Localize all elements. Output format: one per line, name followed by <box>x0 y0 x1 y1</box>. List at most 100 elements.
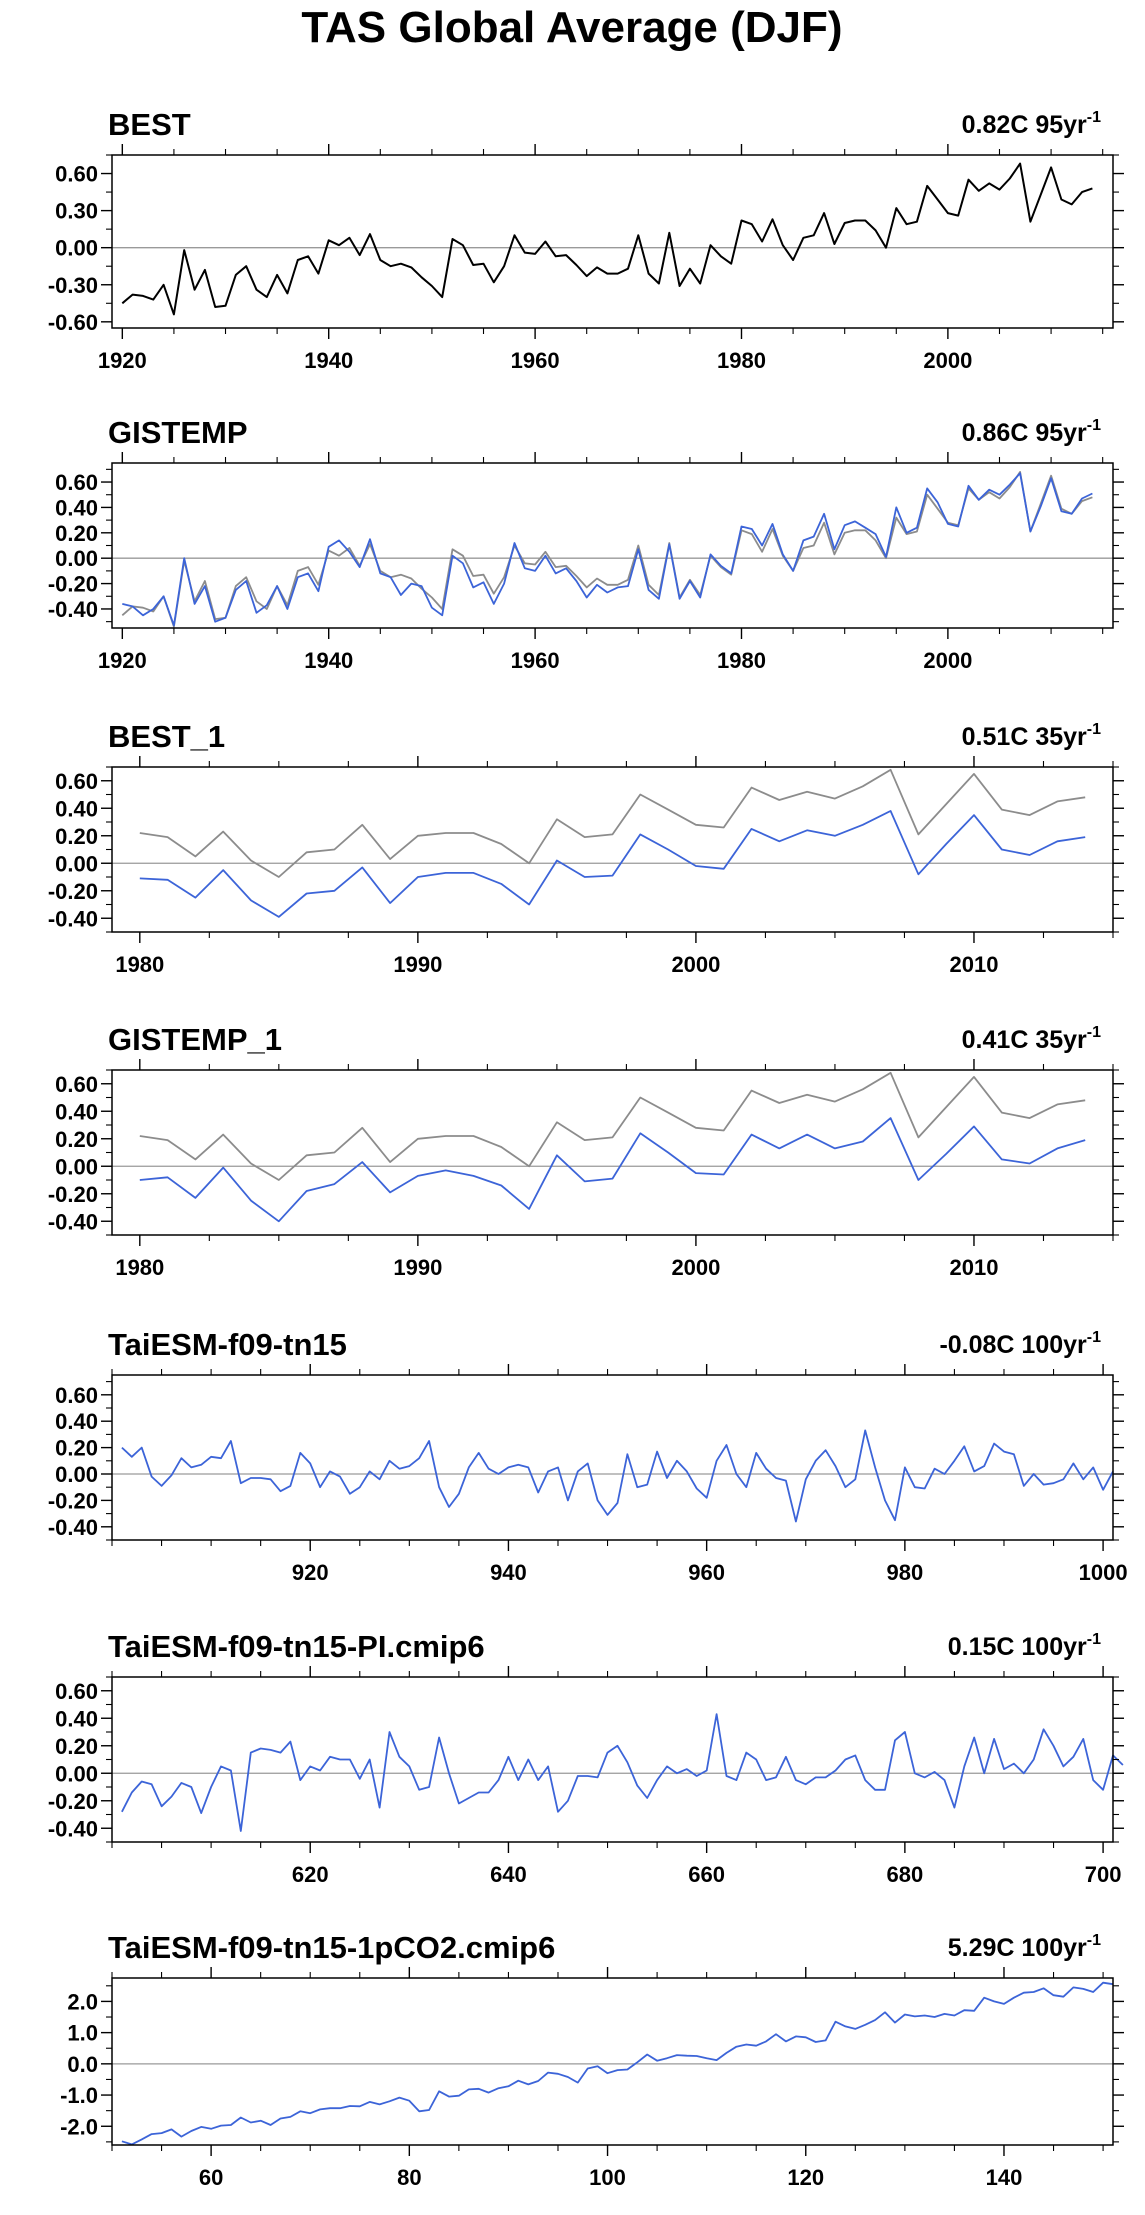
y-tick-label: 1.0 <box>67 2021 98 2046</box>
x-tick-label: 1000 <box>1079 1560 1128 1585</box>
y-tick-label: 0.20 <box>55 1734 98 1759</box>
panel-6: TaiESM-f09-tn15-PI.cmip6 0.15C 100yr-1 620… <box>48 1629 1124 1887</box>
y-tick-label: -0.40 <box>48 1209 98 1234</box>
trend-label: -0.08C 100yr-1 <box>939 1329 1101 1359</box>
x-tick-label: 1980 <box>115 952 164 977</box>
x-tick-label: 660 <box>688 1862 725 1887</box>
series-line-model <box>139 810 1086 918</box>
plot-frame <box>111 1069 1114 1236</box>
y-tick-label: 0.00 <box>55 1154 98 1179</box>
x-tick-label: 1940 <box>304 648 353 673</box>
y-tick-label: 0.00 <box>55 1462 98 1487</box>
series-line-ref <box>139 1071 1086 1181</box>
y-tick-label: 0.40 <box>55 1409 98 1434</box>
trend-superscript: -1 <box>1087 1932 1101 1949</box>
plot-frame <box>111 1977 1114 2146</box>
series-line-model <box>121 1981 1114 2146</box>
x-tick-label: 1980 <box>115 1255 164 1280</box>
trend-text: 5.29C 100yr <box>948 1934 1087 1962</box>
x-tick-label: 620 <box>292 1862 329 1887</box>
y-tick-label: 0.60 <box>55 769 98 794</box>
trend-label: 0.82C 95yr-1 <box>962 109 1101 139</box>
y-tick-label: 0.20 <box>55 1127 98 1152</box>
panel-7: TaiESM-f09-tn15-1pCO2.cmip6 5.29C 100yr-1… <box>60 1930 1124 2190</box>
y-tick-label: -0.20 <box>48 572 98 597</box>
x-tick-label: 2010 <box>949 1255 998 1280</box>
y-tick-label: -0.20 <box>48 1182 98 1207</box>
y-tick-label: 0.40 <box>55 796 98 821</box>
trend-superscript: -1 <box>1087 721 1101 738</box>
plot-frame <box>111 1676 1114 1843</box>
y-tick-label: 0.00 <box>55 851 98 876</box>
x-tick-label: 2000 <box>923 348 972 373</box>
panel-title: TaiESM-f09-tn15 <box>108 1327 347 1362</box>
y-tick-label: -0.40 <box>48 1515 98 1540</box>
x-tick-label: 140 <box>986 2165 1023 2190</box>
x-tick-label: 940 <box>490 1560 527 1585</box>
y-tick-label: 0.60 <box>55 1072 98 1097</box>
trend-superscript: -1 <box>1087 417 1101 434</box>
y-tick-label: 0.20 <box>55 824 98 849</box>
y-tick-label: 0.60 <box>55 470 98 495</box>
trend-superscript: -1 <box>1087 1631 1101 1648</box>
y-tick-label: -0.40 <box>48 597 98 622</box>
y-tick-label: -2.0 <box>60 2114 98 2139</box>
trend-text: 0.51C 35yr <box>962 723 1087 751</box>
x-tick-label: 1980 <box>717 348 766 373</box>
trend-label: 0.41C 35yr-1 <box>962 1024 1101 1054</box>
trend-text: 0.15C 100yr <box>948 1633 1087 1661</box>
trend-text: 0.41C 35yr <box>962 1026 1087 1054</box>
x-tick-label: 120 <box>787 2165 824 2190</box>
trend-superscript: -1 <box>1087 1329 1101 1346</box>
series-line-model <box>139 1117 1086 1223</box>
trend-superscript: -1 <box>1087 109 1101 126</box>
figure-title: TAS Global Average (DJF) <box>301 3 842 52</box>
series-line-model <box>122 472 1093 627</box>
x-tick-label: 100 <box>589 2165 626 2190</box>
x-tick-label: 640 <box>490 1862 527 1887</box>
trend-superscript: -1 <box>1087 1024 1101 1041</box>
series-line-ref <box>139 768 1086 878</box>
y-tick-label: 0.40 <box>55 495 98 520</box>
x-tick-label: 1960 <box>511 348 560 373</box>
x-tick-label: 680 <box>887 1862 924 1887</box>
x-tick-label: 960 <box>688 1560 725 1585</box>
x-tick-label: 60 <box>199 2165 223 2190</box>
x-tick-label: 80 <box>397 2165 421 2190</box>
trend-label: 0.86C 95yr-1 <box>962 417 1101 447</box>
y-tick-label: 0.20 <box>55 1436 98 1461</box>
y-tick-label: 0.00 <box>55 236 98 261</box>
x-tick-label: 920 <box>292 1560 329 1585</box>
trend-text: 0.86C 95yr <box>962 419 1087 447</box>
panel-1: BEST 0.82C 95yr-1 1920 1940 1960 1980 2000 -0.6… <box>48 107 1124 373</box>
panel-title: BEST_1 <box>108 719 225 754</box>
panel-title: TaiESM-f09-tn15-1pCO2.cmip6 <box>108 1930 555 1965</box>
y-tick-label: -0.30 <box>48 273 98 298</box>
trend-text: -0.08C 100yr <box>939 1331 1087 1359</box>
x-tick-label: 1980 <box>717 648 766 673</box>
series-line-obs <box>121 162 1093 316</box>
y-tick-label: 0.20 <box>55 521 98 546</box>
x-tick-label: 2000 <box>671 1255 720 1280</box>
panel-title: BEST <box>108 107 191 142</box>
y-tick-label: -0.20 <box>48 879 98 904</box>
panel-title: TaiESM-f09-tn15-PI.cmip6 <box>108 1629 485 1664</box>
y-tick-label: 0.40 <box>55 1706 98 1731</box>
panel-title: GISTEMP_1 <box>108 1022 282 1057</box>
y-tick-label: 0.60 <box>55 1383 98 1408</box>
x-tick-label: 1990 <box>393 1255 442 1280</box>
plot-frame <box>111 154 1114 329</box>
trend-text: 0.82C 95yr <box>962 111 1087 139</box>
panel-4: GISTEMP_1 0.41C 35yr-1 1980 1990 2000 2010 -0.… <box>48 1022 1124 1280</box>
x-tick-label: 700 <box>1085 1862 1122 1887</box>
panel-2: GISTEMP 0.86C 95yr-1 1920 1940 1960 1980 2000 -… <box>48 415 1124 673</box>
y-tick-label: -1.0 <box>60 2083 98 2108</box>
y-tick-label: 0.00 <box>55 546 98 571</box>
x-tick-label: 2000 <box>923 648 972 673</box>
x-tick-label: 980 <box>887 1560 924 1585</box>
y-tick-label: 0.60 <box>55 162 98 187</box>
y-tick-label: -0.20 <box>48 1488 98 1513</box>
x-tick-label: 1940 <box>304 348 353 373</box>
